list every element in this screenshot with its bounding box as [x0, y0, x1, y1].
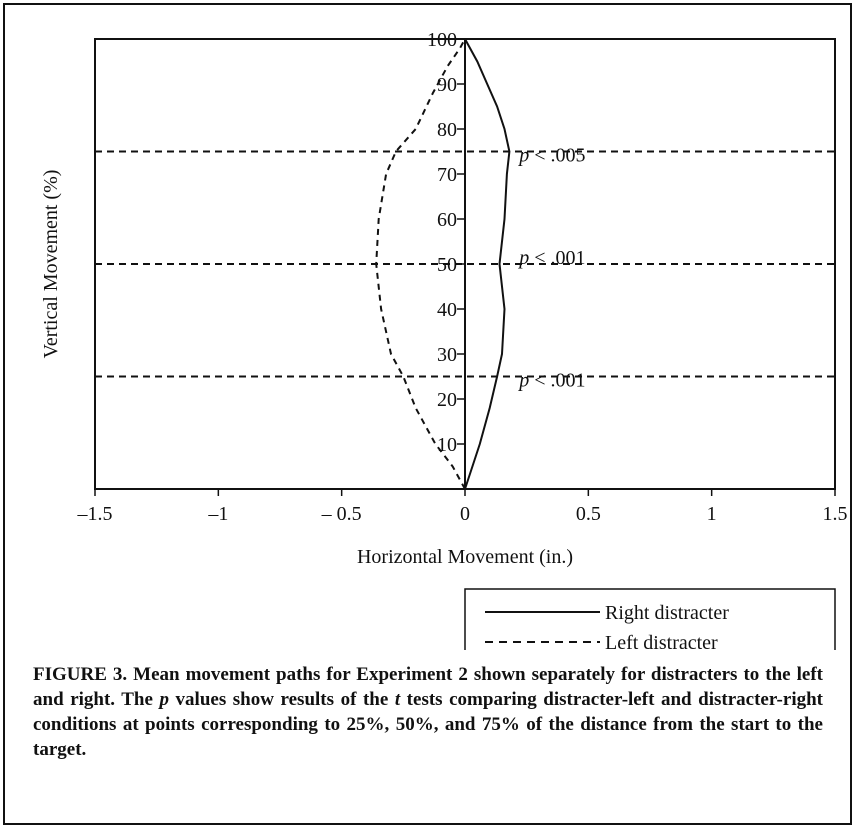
y-tick-label: 20 — [437, 389, 457, 411]
y-tick-label: 40 — [437, 299, 457, 321]
caption-lead: FIGURE 3. Mean movement paths for Experi… — [33, 664, 823, 710]
y-tick-label: 90 — [437, 74, 457, 96]
caption-rest: tests comparing distracter-left and dist… — [33, 689, 823, 760]
y-axis-label: Vertical Movement (%) — [40, 170, 62, 359]
y-tick-label: 60 — [437, 209, 457, 231]
p-value-annotation: p < .005 — [517, 145, 585, 167]
x-tick-label: – 0.5 — [321, 503, 362, 525]
series-line-right-distracter — [464, 38, 511, 490]
figure-caption: FIGURE 3. Mean movement paths for Experi… — [33, 662, 823, 762]
y-tick-label: 70 — [437, 164, 457, 186]
chart: –1.5 –1 – 0.5 0 0.5 1 1.5 10 20 30 40 50 60 70 80 90 100… — [40, 29, 848, 650]
legend: Right distracter Left distracter — [464, 588, 836, 650]
caption-mid: values show results of the — [169, 689, 395, 710]
y-tick-label: 30 — [437, 344, 457, 366]
x-tick-label: –1.5 — [77, 503, 113, 525]
x-axis-label: Horizontal Movement (in.) — [357, 546, 573, 568]
p-value-annotation: p < .001 — [517, 370, 585, 392]
caption-p-var: p — [159, 689, 170, 710]
legend-label-left-distracter: Left distracter — [605, 632, 718, 650]
x-tick-label: 0 — [460, 503, 470, 525]
x-tick-label: 0.5 — [576, 503, 601, 525]
legend-label-right-distracter: Right distracter — [605, 602, 729, 624]
y-tick-label: 100 — [427, 29, 457, 51]
y-tick-label: 10 — [437, 434, 457, 456]
legend-box — [464, 588, 836, 650]
x-tick-label: –1 — [207, 503, 228, 525]
x-tick-label: 1.5 — [823, 503, 848, 525]
x-tick-label: 1 — [707, 503, 717, 525]
figure-frame — [3, 3, 852, 825]
p-value-annotation: p < .001 — [517, 247, 585, 269]
series-line-left-distracter — [375, 38, 466, 490]
caption-t-var: t — [394, 689, 401, 710]
y-tick-label: 80 — [437, 119, 457, 141]
y-tick-label: 50 — [437, 254, 457, 276]
